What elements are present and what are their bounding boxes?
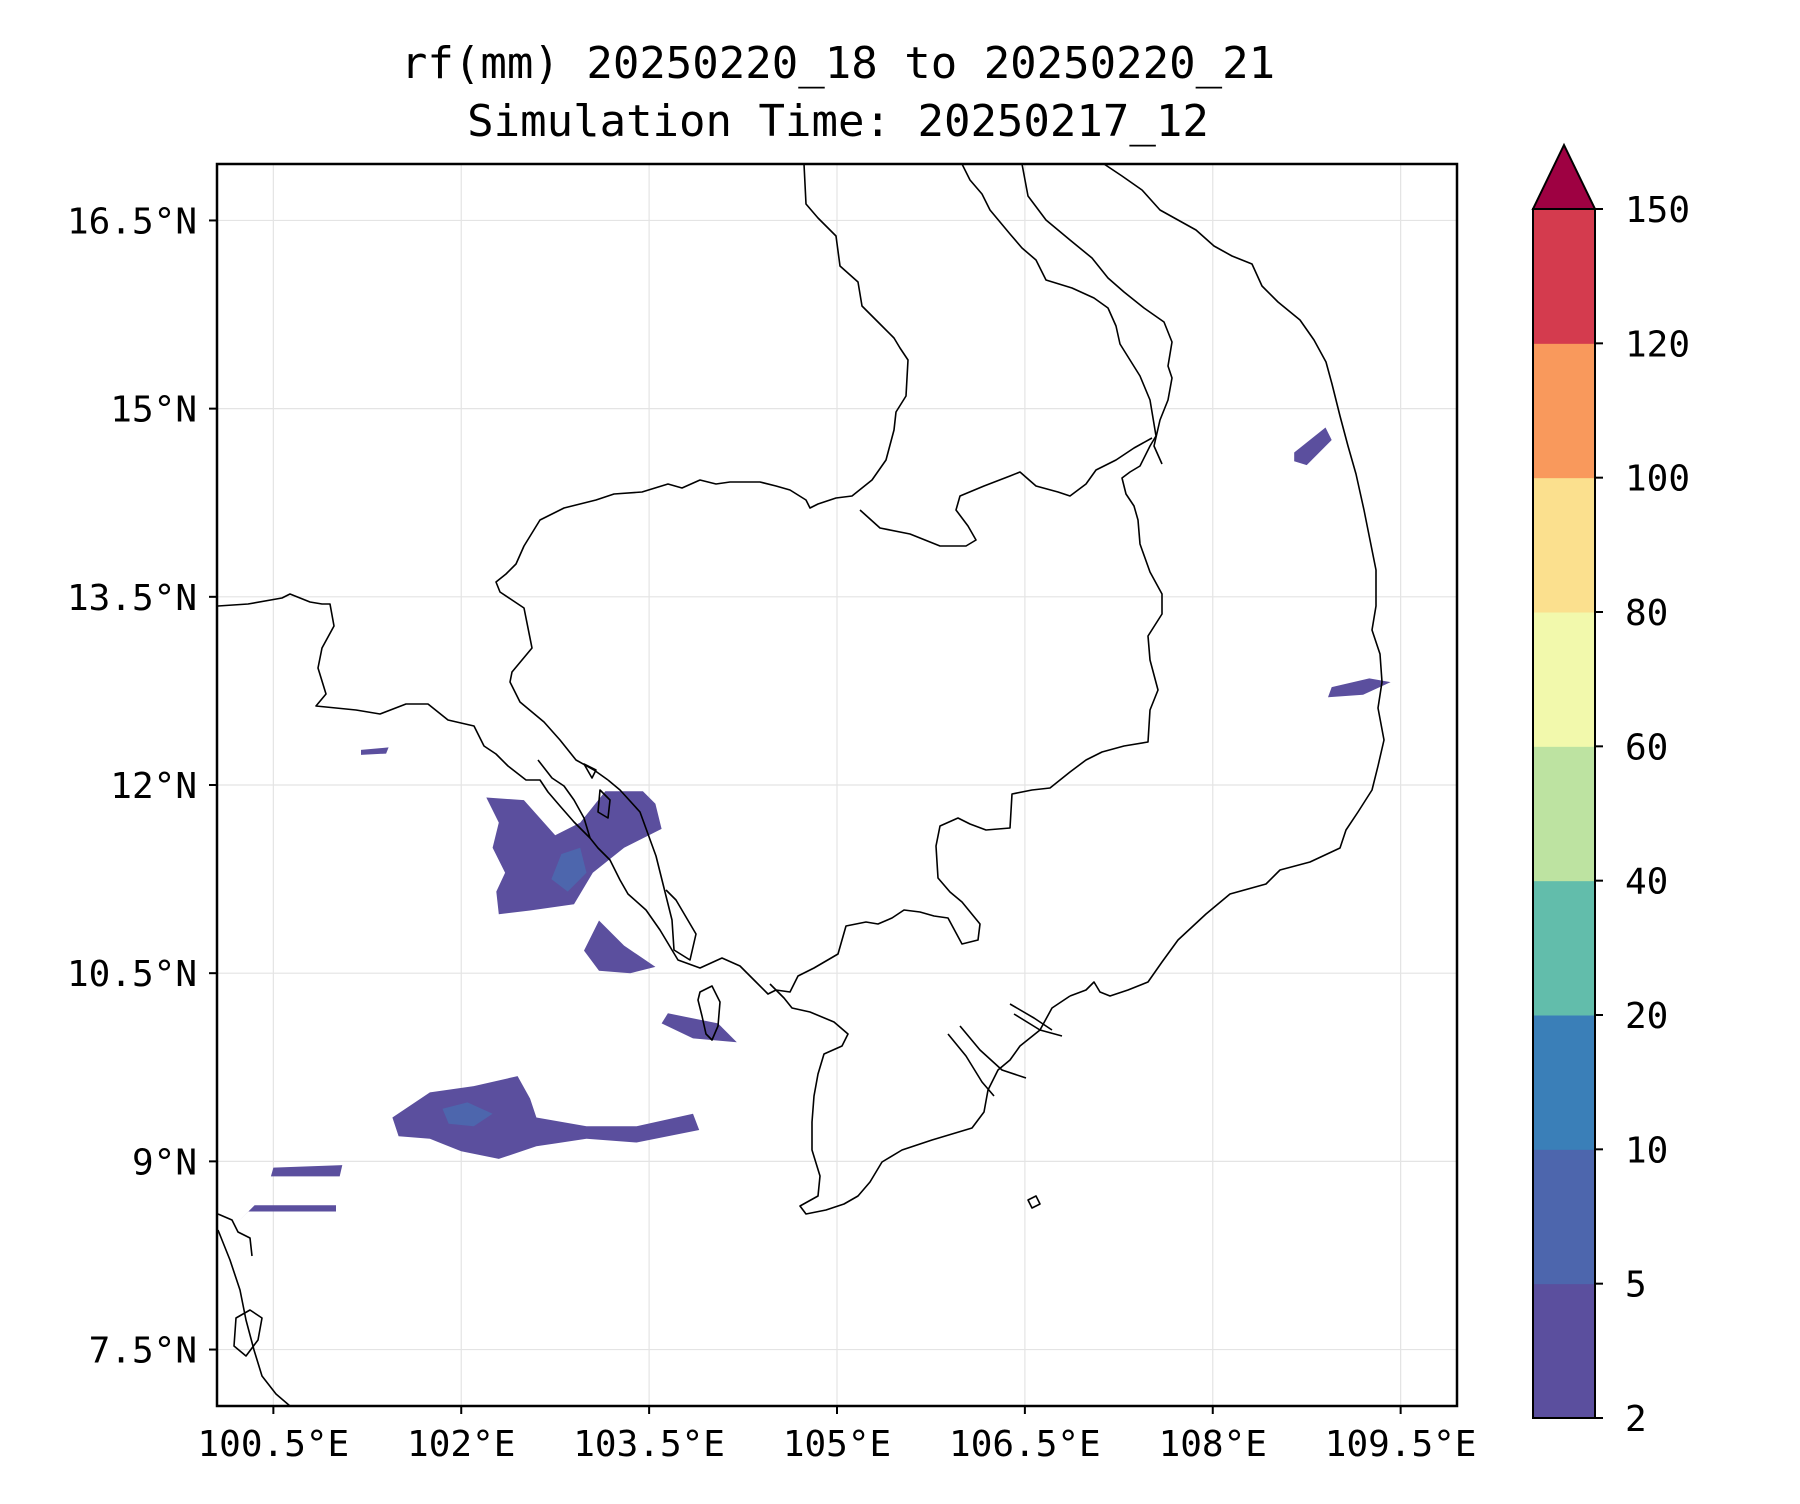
colorbar-segment-3	[1533, 880, 1595, 1016]
y-tick-label-4: 13.5°N	[67, 578, 197, 619]
southern-thai-coast-islands	[233, 1309, 263, 1357]
thailand-gulf-coast	[537, 759, 697, 961]
colorbar-segment-1	[1533, 1149, 1595, 1285]
colorbar-segment-7	[1533, 343, 1595, 479]
rain-area-central-vietnam-coast-south	[1328, 678, 1391, 698]
colorbar-segment-8	[1533, 209, 1595, 344]
colorbar-label-5: 60	[1625, 727, 1668, 768]
colorbar-label-4: 40	[1625, 862, 1668, 903]
coastlines-and-borders	[217, 164, 1385, 1406]
rain-area-gulf-south-coast	[584, 920, 656, 974]
axis-ticks: 100.5°E 102°E 103.5°E 105°E 106.5°E 108°E 109.…	[67, 201, 1477, 1465]
colorbar-segment-2	[1533, 1015, 1595, 1150]
peninsula-coast	[217, 1213, 253, 1257]
colorbar-label-1: 5	[1625, 1265, 1647, 1306]
colorbar-label-8: 120	[1625, 324, 1690, 365]
x-tick-label-4: 106.5°E	[949, 1424, 1101, 1465]
koh-kong-island	[583, 763, 611, 819]
rain-area-gulf-thailand-core	[551, 847, 587, 892]
x-tick-label-5: 108°E	[1159, 1424, 1267, 1465]
con-son-island	[1027, 1195, 1041, 1209]
colorbar-extend-triangle	[1531, 142, 1597, 210]
cambodia-border	[217, 164, 1163, 995]
y-tick-label-2: 10.5°N	[67, 954, 197, 995]
colorbar-label-2: 10	[1625, 1130, 1668, 1171]
colorbar-label-3: 20	[1625, 996, 1668, 1037]
rain-area-gulf-west-band	[270, 1165, 343, 1177]
rain-area-gulf-west-band-2	[235, 1205, 336, 1225]
y-tick-label-6: 16.5°N	[67, 201, 197, 242]
x-tick-label-6: 109.5°E	[1325, 1424, 1477, 1465]
rain-area-thai-coast-small	[361, 747, 389, 755]
mekong-estuary-1	[947, 1003, 1063, 1097]
chart-title-line2: Simulation Time: 20250217_12	[467, 96, 1209, 147]
laos-thai-border	[495, 164, 909, 781]
y-tick-label-5: 15°N	[110, 390, 197, 431]
colorbar: 2 5 10 20 40 60 80 100 120 150	[1531, 142, 1690, 1440]
thailand-west-coast	[217, 1229, 291, 1406]
x-tick-label-0: 100.5°E	[198, 1424, 350, 1465]
colorbar-segment-4	[1533, 746, 1595, 882]
laos-vietnam-border	[1021, 164, 1173, 465]
colorbar-label-0: 2	[1625, 1399, 1647, 1440]
y-tick-label-1: 9°N	[132, 1142, 197, 1183]
colorbar-frame	[1532, 208, 1596, 1419]
colorbar-segment-0	[1533, 1283, 1595, 1419]
colorbar-label-7: 100	[1625, 459, 1690, 500]
y-tick-label-3: 12°N	[110, 766, 197, 807]
chart-title-line1: rf(mm) 20250220_18 to 20250220_21	[401, 38, 1275, 89]
rain-area-phu-quoc-northwest	[661, 1013, 737, 1043]
colorbar-segment-6	[1533, 477, 1595, 613]
y-tick-label-0: 7.5°N	[89, 1331, 197, 1372]
colorbar-label-9: 150	[1625, 190, 1690, 231]
rain-area-gulf-central-band	[392, 1076, 700, 1159]
colorbar-label-6: 80	[1625, 593, 1668, 634]
vietnam-coast	[1069, 164, 1385, 997]
rain-areas	[235, 427, 1391, 1225]
rain-area-gulf-central-core	[442, 1102, 493, 1127]
x-tick-label-3: 105°E	[783, 1424, 891, 1465]
laos-cambodia-border	[859, 437, 1153, 547]
phu-quoc-island	[697, 985, 721, 1041]
mekong-delta-coast	[769, 983, 1071, 1215]
colorbar-segment-5	[1533, 612, 1595, 747]
x-tick-label-1: 102°E	[407, 1424, 515, 1465]
x-tick-label-2: 103.5°E	[573, 1424, 725, 1465]
rain-area-central-vietnam-coast-north	[1294, 427, 1332, 466]
gridlines	[217, 164, 1457, 1406]
